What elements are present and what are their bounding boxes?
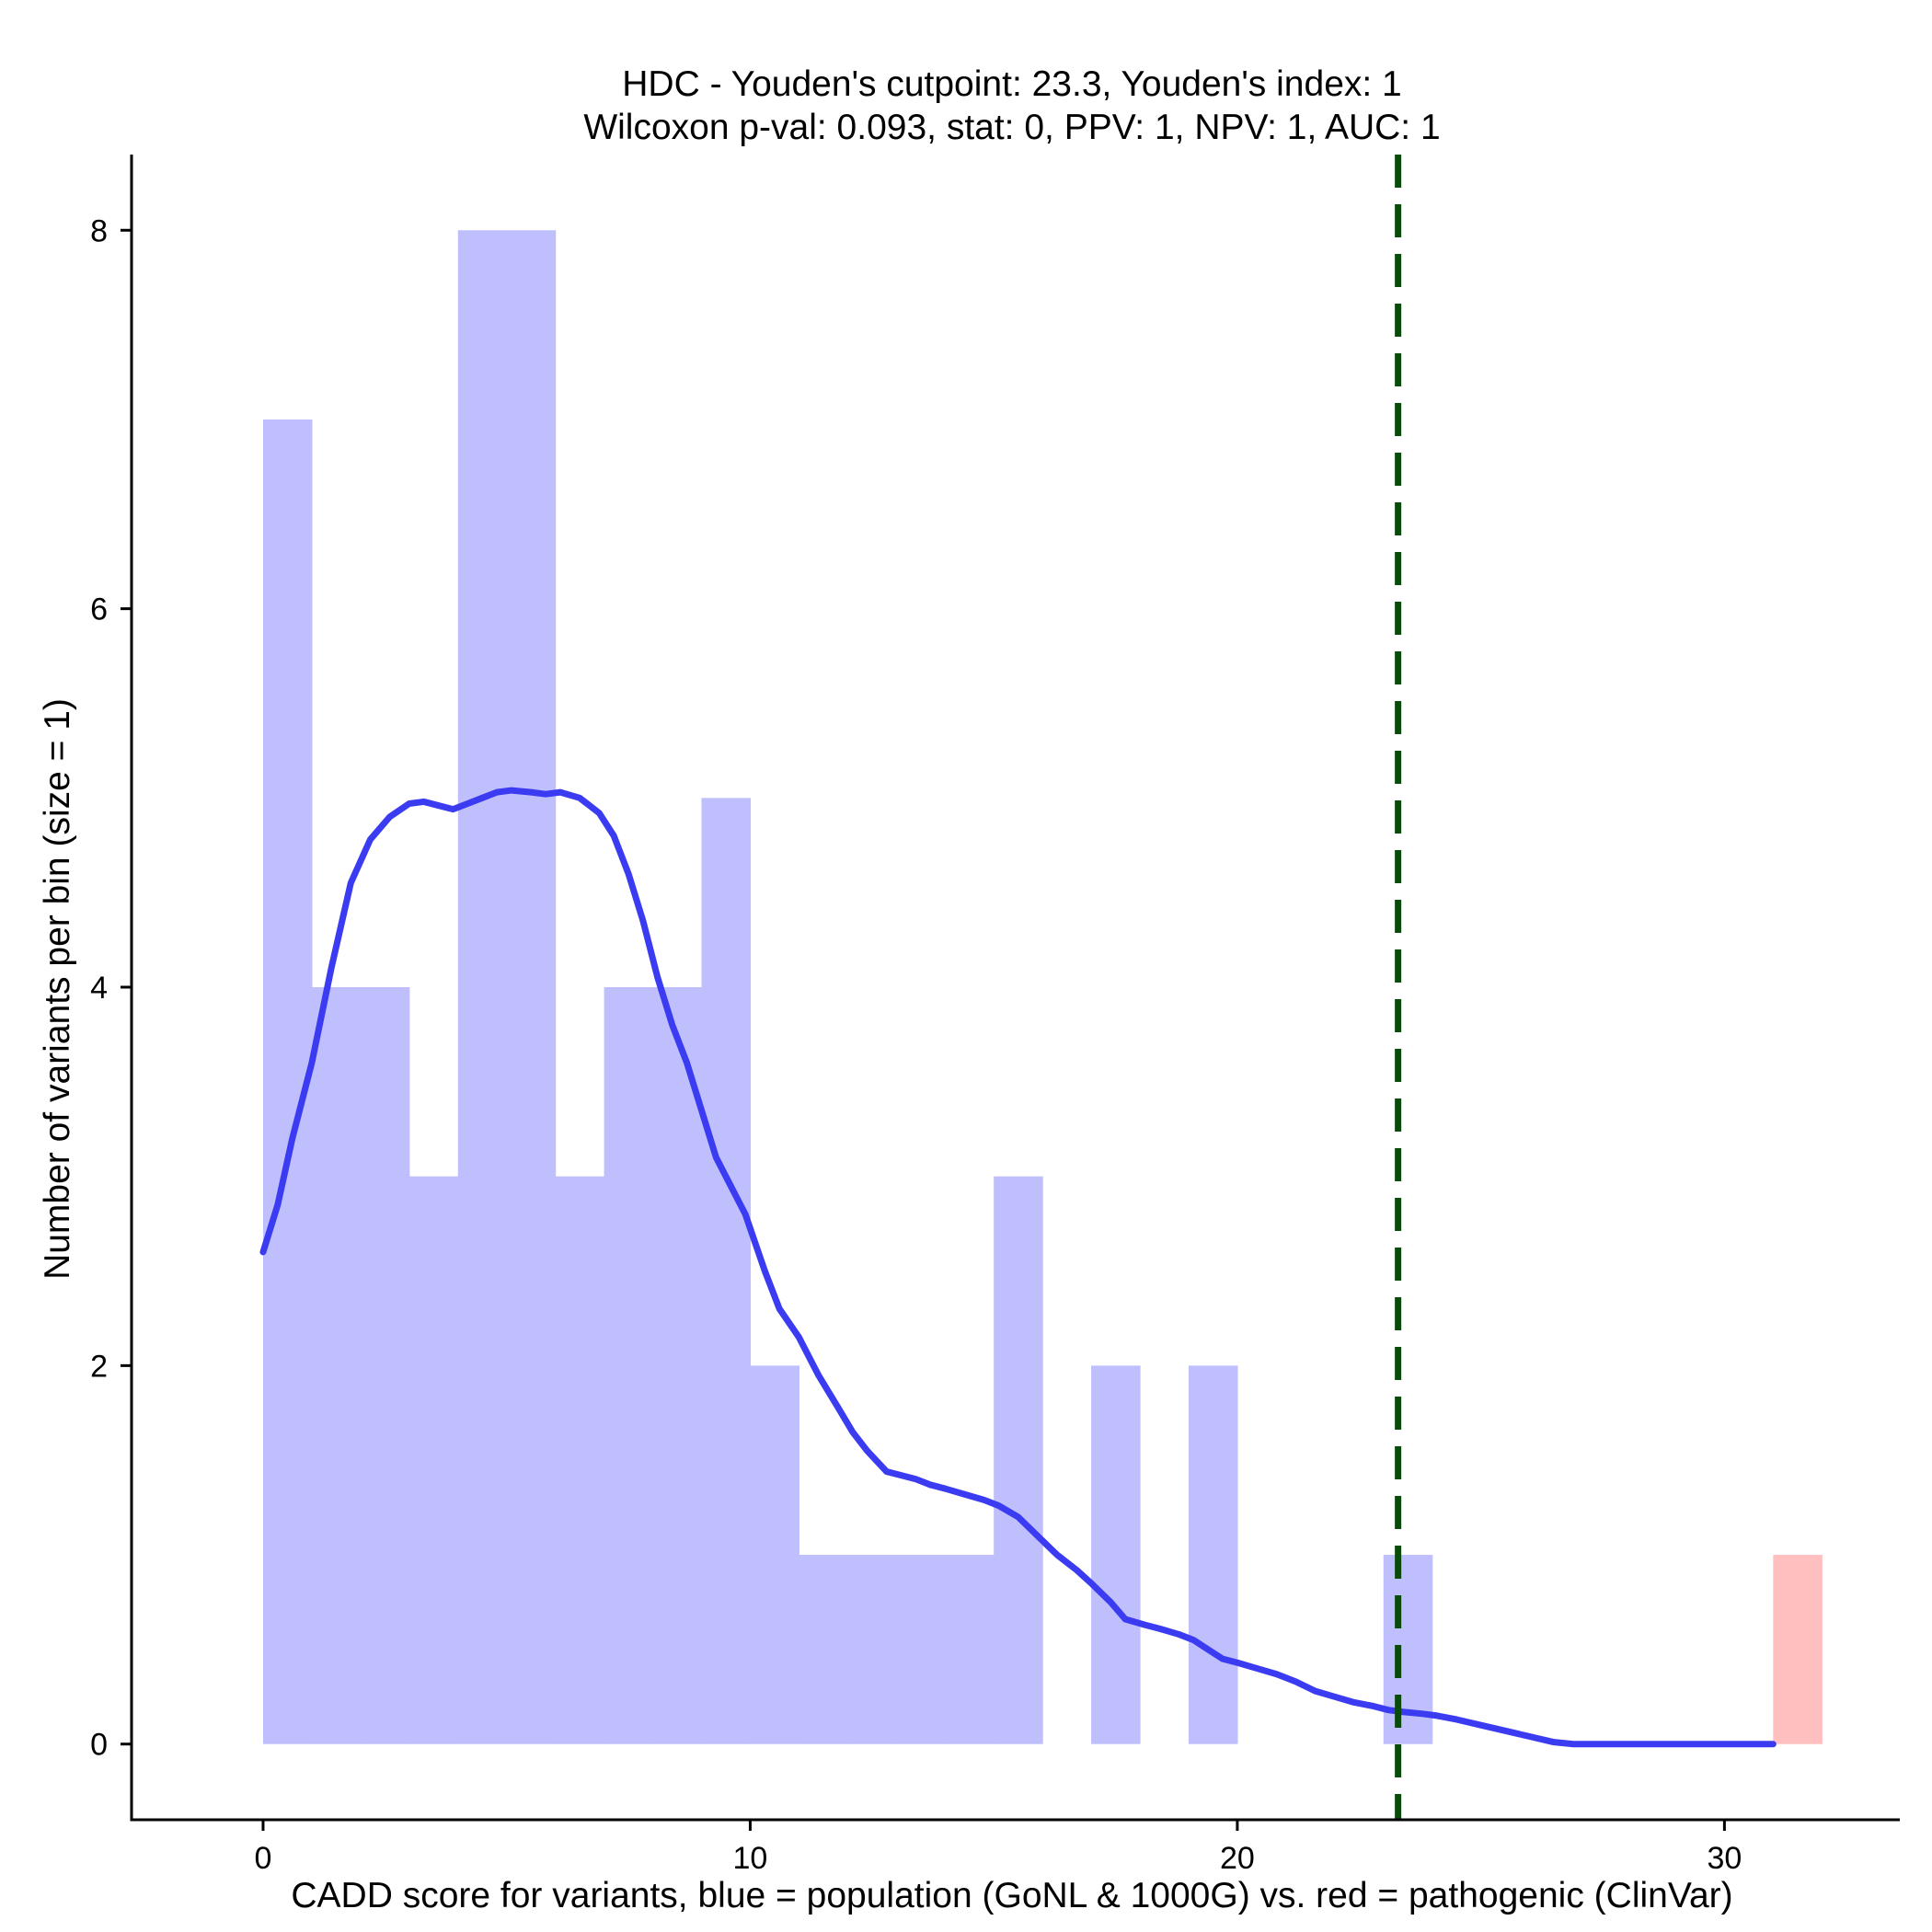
population-bar — [847, 1555, 897, 1744]
y-tick-label: 2 — [90, 1349, 108, 1384]
population-bar — [945, 1555, 995, 1744]
y-tick-label: 0 — [90, 1728, 108, 1763]
x-tick-label: 10 — [733, 1841, 768, 1876]
population-bar — [457, 230, 508, 1744]
population-bar — [408, 1176, 459, 1744]
population-bar — [799, 1555, 848, 1744]
x-tick-label: 0 — [254, 1841, 271, 1876]
x-axis-label: CADD score for variants, blue = populati… — [291, 1876, 1732, 1915]
y-tick-label: 4 — [90, 971, 108, 1006]
y-tick-label: 6 — [90, 592, 108, 627]
population-bar — [1188, 1365, 1238, 1744]
y-axis-label: Number of variants per bin (size = 1) — [38, 698, 77, 1280]
chart-subtitle: Wilcoxon p-val: 0.093, stat: 0, PPV: 1, … — [583, 108, 1440, 147]
density-curve-layer — [259, 787, 1777, 1748]
pathogenic-bar — [1773, 1555, 1823, 1744]
population-bar — [1091, 1365, 1141, 1744]
population-bar — [311, 987, 362, 1744]
population-bar — [896, 1555, 946, 1744]
population-bar — [360, 987, 410, 1744]
population-bar — [555, 1176, 605, 1744]
population-bar — [604, 987, 654, 1744]
population-bar — [652, 987, 703, 1744]
density-curve — [259, 787, 1777, 1748]
population-bar — [750, 1365, 799, 1744]
population-bar — [701, 798, 752, 1744]
chart-title: HDC - Youden's cutpoint: 23.3, Youden's … — [622, 64, 1402, 104]
population-bar — [994, 1176, 1043, 1744]
x-tick-label: 30 — [1707, 1841, 1742, 1876]
population-bar — [506, 230, 557, 1744]
x-tick-label: 20 — [1220, 1841, 1255, 1876]
y-tick-label: 8 — [90, 213, 108, 248]
histogram-bars — [262, 230, 1823, 1744]
axes: 0 2 4 6 8 0 10 20 30 — [90, 155, 1900, 1876]
